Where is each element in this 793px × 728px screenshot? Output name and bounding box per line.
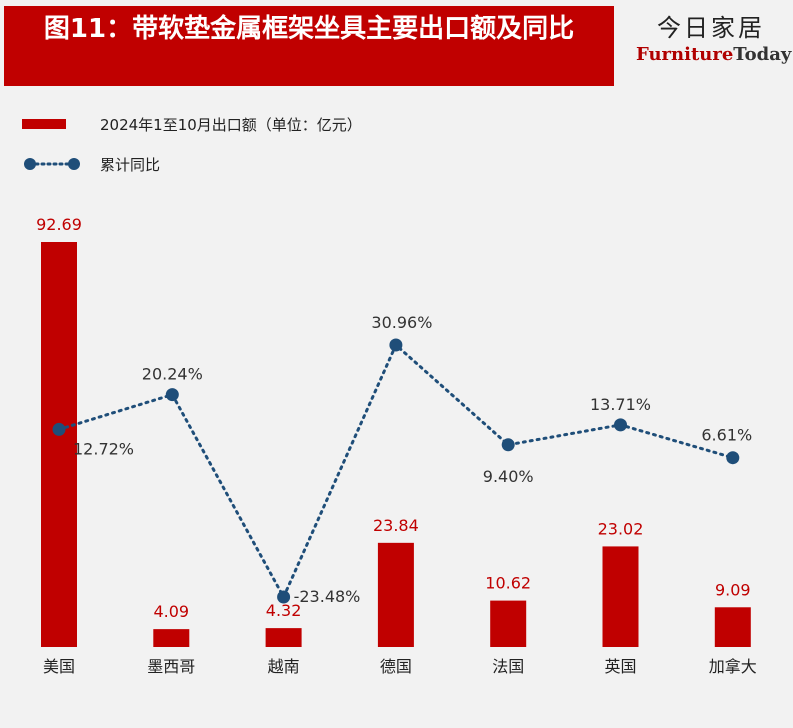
x-tick-label: 墨西哥 bbox=[147, 657, 195, 676]
chart-title-text: 图11：带软垫金属框架坐具主要出口额及同比 bbox=[43, 14, 575, 44]
x-tick-label: 越南 bbox=[268, 657, 300, 676]
brand-name-en-part1: Furniture bbox=[636, 44, 734, 65]
bar-value-label: 92.69 bbox=[36, 215, 82, 234]
legend-item-bar: 2024年1至10月出口额（单位：亿元） bbox=[22, 110, 362, 138]
line-value-label: 6.61% bbox=[701, 426, 752, 445]
chart-title: 图11：带软垫金属框架坐具主要出口额及同比 bbox=[4, 6, 614, 86]
line-point bbox=[726, 451, 740, 465]
legend-bar-label: 2024年1至10月出口额（单位：亿元） bbox=[100, 115, 362, 134]
line-point bbox=[52, 422, 66, 436]
line-value-label: 30.96% bbox=[371, 313, 432, 332]
line-value-label: 12.72% bbox=[73, 439, 134, 458]
brand-name-cn: 今日家居 bbox=[657, 14, 765, 42]
bar bbox=[377, 542, 414, 647]
x-tick-label: 美国 bbox=[43, 657, 75, 676]
bar bbox=[265, 628, 302, 647]
line-point bbox=[389, 338, 403, 352]
x-tick-label: 德国 bbox=[380, 657, 412, 676]
brand-name-en-part2: Today bbox=[733, 44, 792, 65]
bar bbox=[490, 600, 527, 647]
line-value-label: 9.40% bbox=[483, 467, 534, 486]
bar-value-label: 9.09 bbox=[715, 580, 751, 599]
legend-line-label: 累计同比 bbox=[100, 155, 161, 174]
legend-item-line: 累计同比 bbox=[22, 150, 362, 178]
line-value-label: 13.71% bbox=[590, 395, 651, 414]
brand-name-en: FurnitureToday bbox=[636, 44, 791, 66]
bar-value-label: 10.62 bbox=[485, 574, 531, 593]
line-point bbox=[165, 388, 179, 402]
bar-value-label: 23.84 bbox=[373, 516, 419, 535]
x-tick-label: 英国 bbox=[604, 657, 636, 676]
legend-bar-swatch bbox=[22, 119, 66, 129]
bar-value-label: 4.32 bbox=[266, 601, 302, 620]
legend-line-swatch bbox=[24, 158, 80, 170]
bar-value-label: 23.02 bbox=[598, 519, 644, 538]
chart-legend: 2024年1至10月出口额（单位：亿元） 累计同比 bbox=[22, 110, 362, 190]
line-value-label: 20.24% bbox=[142, 365, 203, 384]
x-tick-label: 加拿大 bbox=[709, 657, 757, 676]
line-point bbox=[277, 590, 291, 604]
line-point bbox=[614, 418, 627, 432]
bar bbox=[602, 546, 639, 647]
line-value-label: -23.48% bbox=[294, 587, 361, 606]
x-tick-label: 法国 bbox=[492, 657, 524, 676]
bar-value-label: 4.09 bbox=[153, 602, 189, 621]
brand-logo: 今日家居 FurnitureToday bbox=[636, 12, 791, 66]
bar bbox=[714, 607, 751, 647]
bar bbox=[41, 242, 77, 647]
line-point bbox=[501, 438, 515, 452]
bar bbox=[153, 629, 190, 647]
